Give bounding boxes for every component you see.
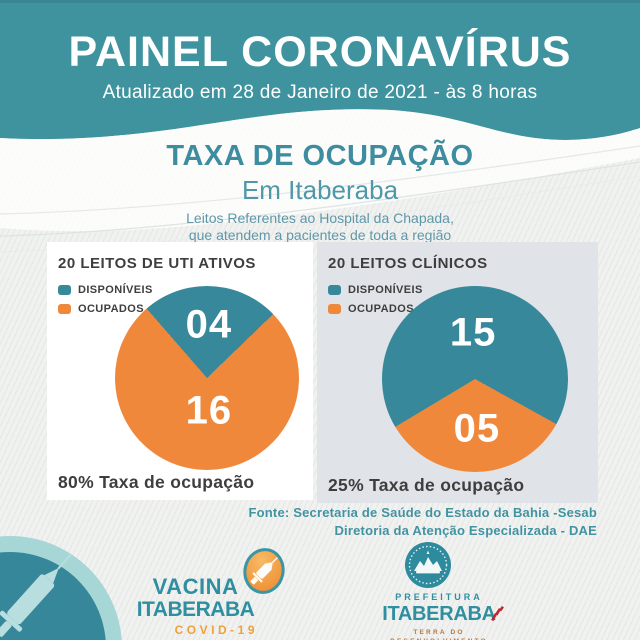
section-description-line1: Leitos Referentes ao Hospital da Chapada… xyxy=(186,210,454,226)
white-ribbon xyxy=(0,109,640,232)
clinical-legend: DISPONÍVEIS OCUPADOS xyxy=(328,280,423,318)
syringe-icon xyxy=(0,553,73,637)
ribbon-line-2 xyxy=(0,161,640,237)
legend-item-occupied: OCUPADOS xyxy=(58,299,153,318)
section-description: Leitos Referentes ao Hospital da Chapada… xyxy=(0,210,640,244)
city-seal-icon xyxy=(405,542,451,588)
section-subtitle: Em Itaberaba xyxy=(241,175,399,205)
prefeitura-tagline: TERRA DO DESENVOLVIMENTO xyxy=(390,629,486,640)
legend-swatch-occupied xyxy=(328,303,341,314)
clinical-occupancy-rate: 25% Taxa de ocupação xyxy=(328,475,525,495)
legend-item-available: DISPONÍVEIS xyxy=(328,280,423,299)
legend-label-occupied: OCUPADOS xyxy=(348,302,414,315)
prefeitura-itaberaba-logo: PREFEITURA ITABERABA TERRA DO DESENVOLVI… xyxy=(377,592,504,640)
clinical-beds-card: 20 LEITOS CLÍNICOS DISPONÍVEIS OCUPADOS … xyxy=(317,242,598,503)
legend-item-occupied: OCUPADOS xyxy=(328,299,423,318)
prefeitura-city-name-text: ITABERABA xyxy=(382,603,496,625)
top-edge-shade xyxy=(0,0,640,3)
covid19-word: COVID-19 xyxy=(174,623,258,637)
legend-item-available: DISPONÍVEIS xyxy=(58,280,153,299)
medallion-core xyxy=(0,552,106,640)
uti-occupied-value: 16 xyxy=(185,388,233,433)
section-heading: TAXA DE OCUPAÇÃO Em Itaberaba Leitos Ref… xyxy=(0,140,640,244)
clinical-card-title: 20 LEITOS CLÍNICOS xyxy=(328,255,488,272)
updated-at-text: Atualizado em 28 de Janeiro de 2021 - às… xyxy=(102,82,538,104)
legend-swatch-available xyxy=(328,284,341,295)
uti-occupancy-rate: 80% Taxa de ocupação xyxy=(58,472,255,492)
uti-beds-card: 20 LEITOS DE UTI ATIVOS DISPONÍVEIS OCUP… xyxy=(47,242,313,500)
red-flourish-icon xyxy=(490,606,504,621)
legend-swatch-available xyxy=(58,284,71,295)
legend-label-occupied: OCUPADOS xyxy=(78,302,144,315)
section-description-line2: que atendem a pacientes de toda a região xyxy=(188,227,452,243)
header: PAINEL CORONAVÍRUS Atualizado em 28 de J… xyxy=(0,28,640,104)
uti-card-title: 20 LEITOS DE UTI ATIVOS xyxy=(58,255,256,272)
clinical-available-value: 15 xyxy=(449,310,497,354)
legend-label-available: DISPONÍVEIS xyxy=(348,283,423,296)
page-title: PAINEL CORONAVÍRUS xyxy=(68,28,572,76)
source-line1: Fonte: Secretaria de Saúde do Estado da … xyxy=(248,505,597,520)
uti-pie-chart: 04 16 xyxy=(115,286,299,470)
syringe-glyph-icon xyxy=(250,557,278,585)
vaccine-badge-icon xyxy=(243,548,285,594)
source-line2: Diretoria da Atenção Especializada - DAE xyxy=(334,522,597,538)
legend-label-available: DISPONÍVEIS xyxy=(78,283,153,296)
prefeitura-word: PREFEITURA xyxy=(395,592,483,602)
ribbon-line-1 xyxy=(0,145,640,215)
data-source: Fonte: Secretaria de Saúde do Estado da … xyxy=(249,504,598,539)
section-title: TAXA DE OCUPAÇÃO xyxy=(166,140,474,172)
vacina-itaberaba-word: ITABERABA xyxy=(136,598,255,621)
legend-swatch-occupied xyxy=(58,303,71,314)
uti-legend: DISPONÍVEIS OCUPADOS xyxy=(58,280,153,318)
prefeitura-city-name: ITABERABA xyxy=(382,603,504,625)
vacina-word: VACINA xyxy=(152,574,239,599)
clinical-pie-chart: 15 05 xyxy=(382,286,568,472)
vacina-itaberaba-logo: VACINA ITABERABA COVID-19 xyxy=(133,575,258,637)
syringe-medallion xyxy=(0,536,122,640)
uti-available-value: 04 xyxy=(185,302,233,347)
clinical-occupied-value: 05 xyxy=(453,406,501,451)
header-teal-wave xyxy=(0,0,640,140)
